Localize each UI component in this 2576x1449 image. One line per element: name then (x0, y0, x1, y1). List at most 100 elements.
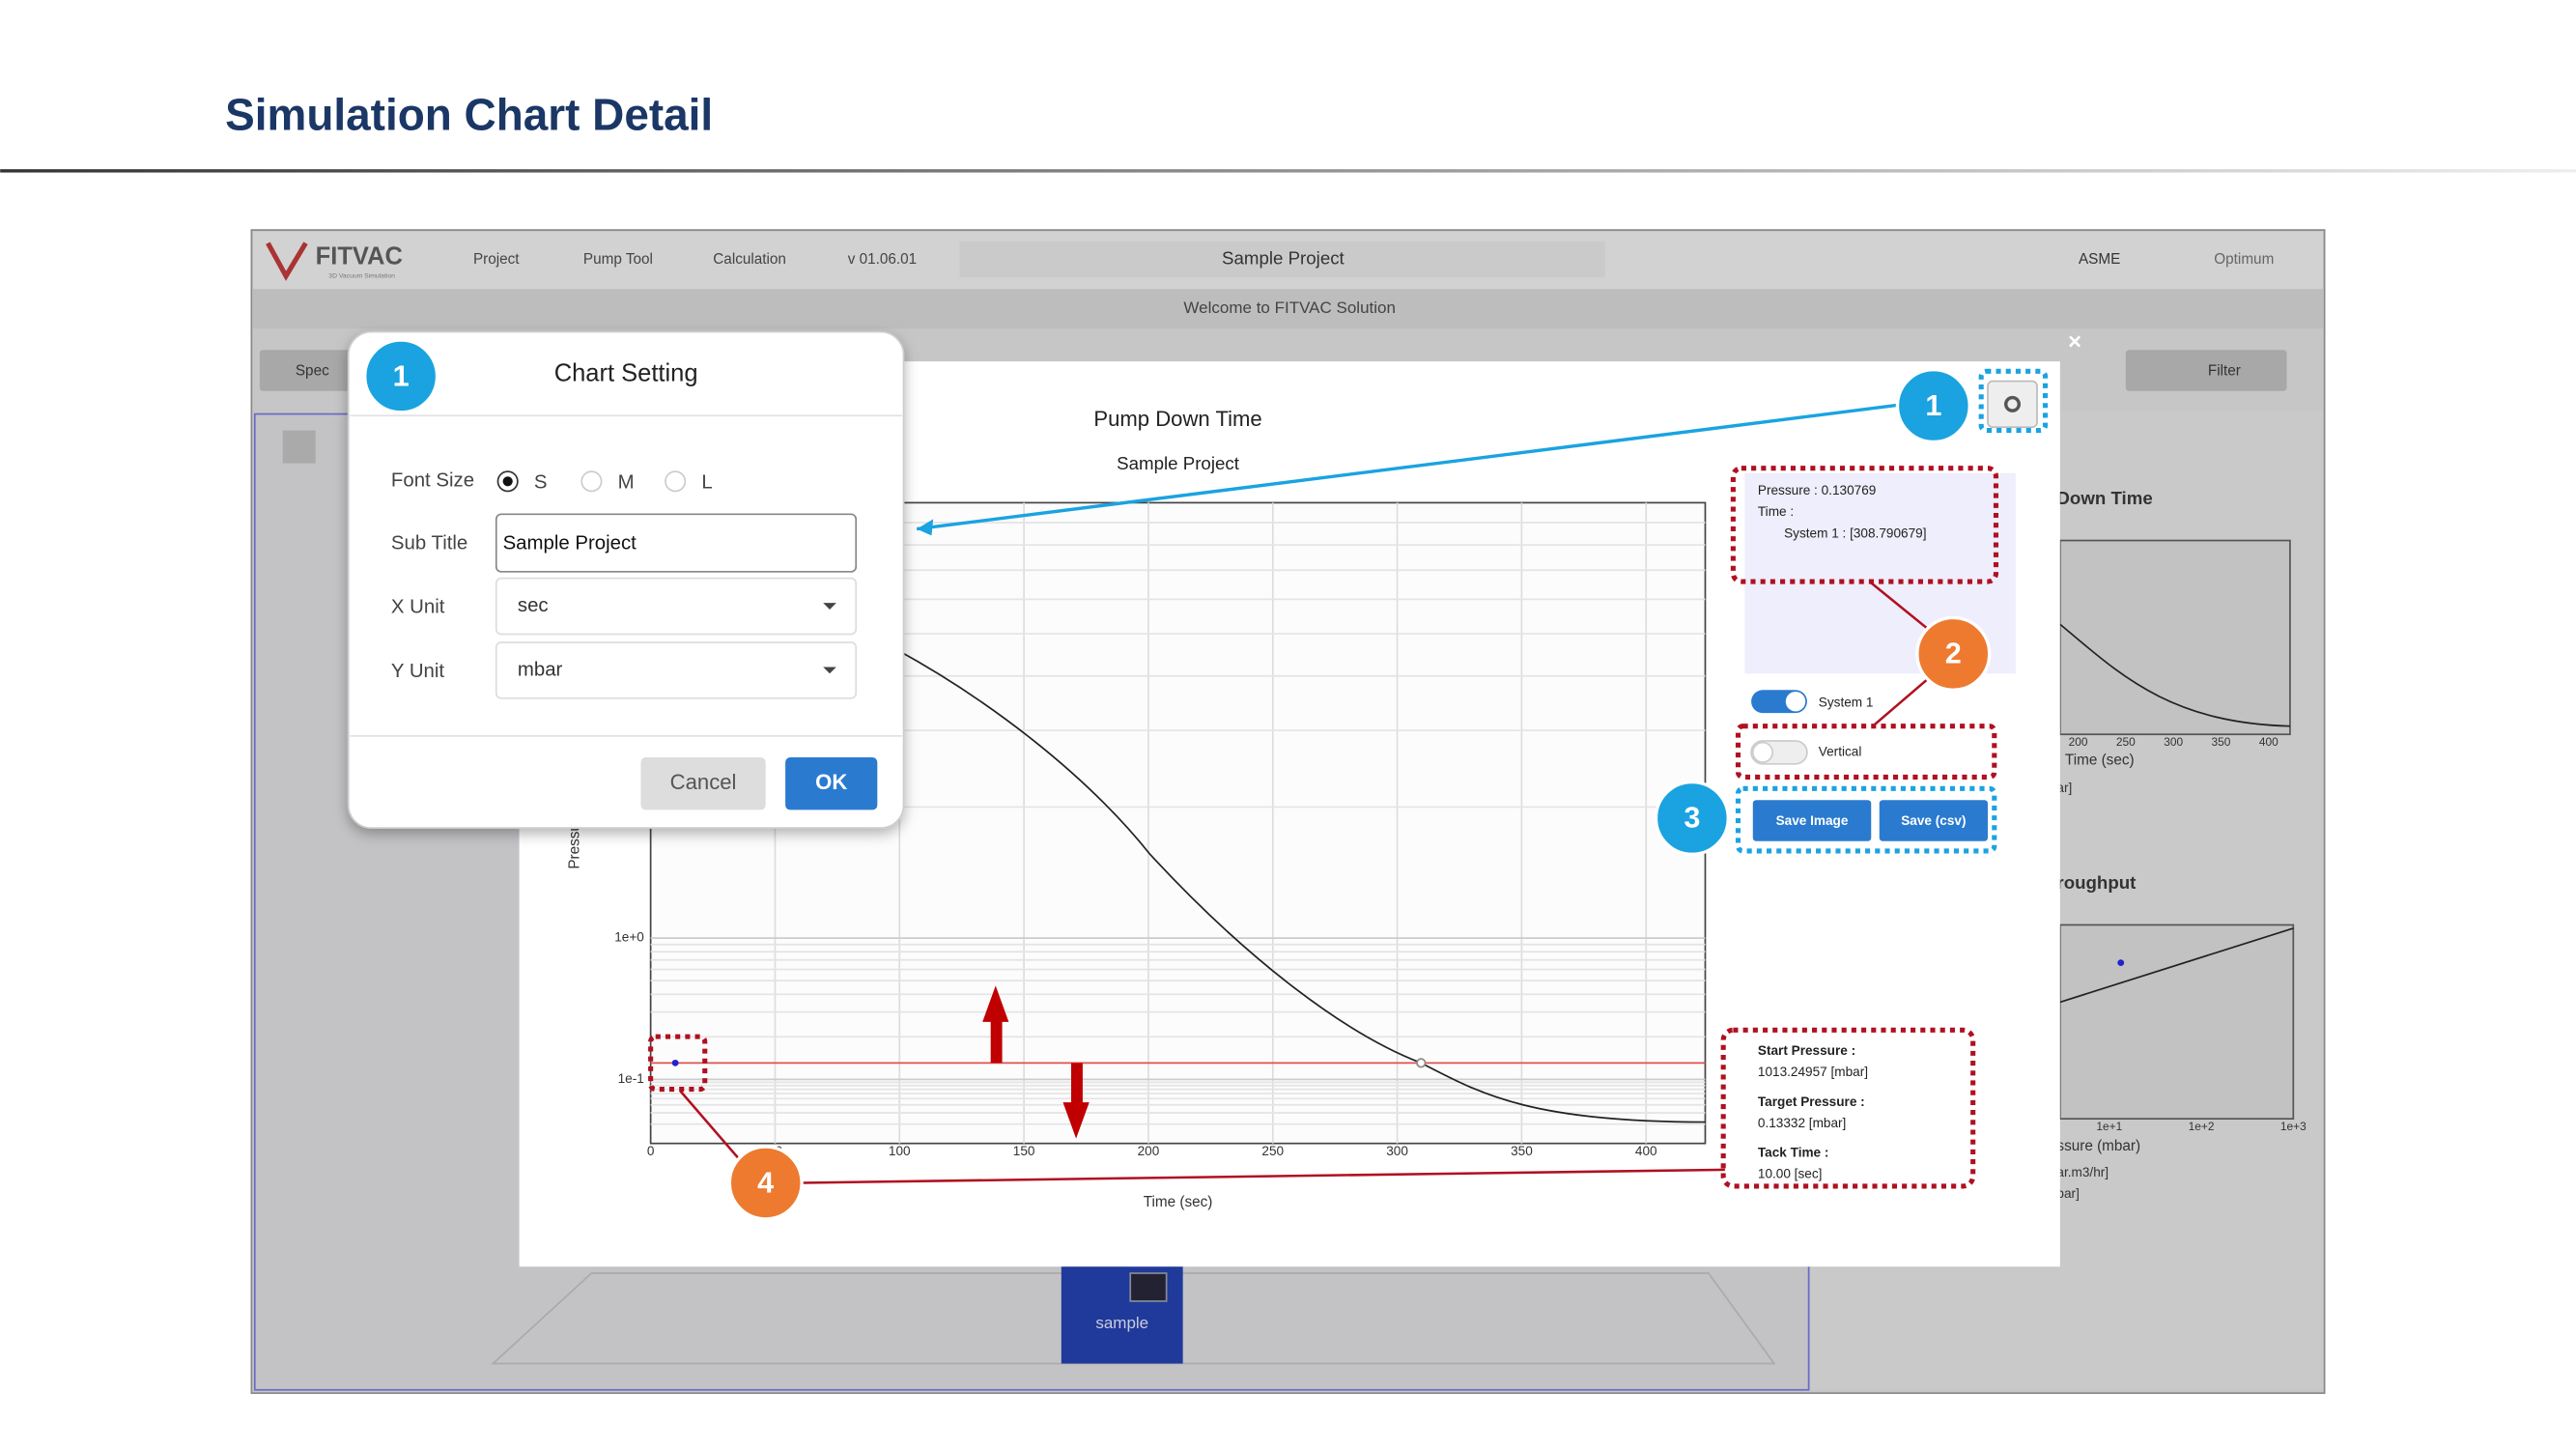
welcome-bar (253, 289, 2323, 329)
side-tick: 400 (2259, 735, 2279, 749)
close-icon[interactable]: × (2068, 329, 2081, 355)
field-label: X Unit (391, 597, 445, 618)
side-note-1: ar] (2056, 781, 2072, 795)
menu[interactable]: Calculation (713, 251, 786, 268)
pointer (679, 1090, 744, 1164)
side-line-2 (2059, 927, 2294, 1004)
callout-badge (363, 338, 439, 414)
project-field (959, 242, 1605, 278)
x-unit-select[interactable] (495, 577, 858, 636)
version: v 01.06.01 (848, 251, 917, 268)
radio-label: L (701, 471, 712, 493)
model-label: sample (1095, 1314, 1148, 1332)
radio[interactable] (665, 470, 687, 493)
x-tick-label: 300 (1386, 1144, 1408, 1158)
down-arrow (1062, 1063, 1090, 1139)
highlight (1735, 785, 1997, 854)
side-tick: 300 (2164, 735, 2183, 749)
y-tick-label: 1e+0 (614, 930, 644, 945)
menu[interactable]: Pump Tool (583, 251, 653, 268)
menu[interactable]: Project (473, 251, 520, 268)
toggle-label: Vertical (1819, 745, 1862, 759)
chart-title: Pump Down Time (1093, 407, 1261, 431)
home-button[interactable] (282, 430, 316, 464)
callout-number: 1 (393, 359, 410, 392)
spec-button[interactable] (259, 350, 353, 391)
radio[interactable] (580, 470, 603, 493)
pointer (916, 402, 1907, 531)
save-csv-button[interactable] (1879, 800, 1988, 841)
ok-button[interactable] (785, 757, 878, 810)
x-tick-label: 400 (1635, 1144, 1657, 1158)
y-axis-label: Pressu (566, 823, 582, 869)
button-label: Save (csv) (1901, 813, 1966, 828)
page-title: Simulation Chart Detail (225, 90, 713, 140)
highlight (1735, 724, 1997, 780)
callout-number: 2 (1945, 638, 1962, 670)
model-screen (1129, 1272, 1168, 1302)
side-tick: 200 (2069, 735, 2088, 749)
button-label: OK (815, 770, 847, 794)
callout-badge (727, 1145, 804, 1221)
title-rule (0, 169, 2576, 173)
side-curve-1 (2059, 623, 2290, 727)
settings-button[interactable] (1987, 380, 2038, 429)
logo: FITVAC (316, 243, 403, 270)
floor-grid (491, 1272, 1776, 1365)
save-image-button[interactable] (1752, 800, 1872, 841)
y-tick-label: 1e-1 (618, 1071, 644, 1086)
cross-point (1416, 1058, 1427, 1068)
welcome: Welcome to FITVAC Solution (1183, 298, 1396, 317)
pointer (1868, 581, 1932, 633)
field-label: Y Unit (391, 661, 444, 682)
toggle-knob (1785, 691, 1806, 712)
caret (823, 667, 836, 674)
logo-mark (266, 242, 308, 281)
radio-label: M (618, 471, 635, 493)
pointer (1872, 675, 1932, 727)
spec-label: Spec (296, 362, 329, 379)
tooltip-pressure: Pressure : 0.130769 (1758, 483, 1876, 497)
callout-number: 4 (757, 1166, 774, 1199)
standard: ASME (2079, 251, 2120, 268)
callout-number: 1 (1925, 389, 1941, 422)
highlight (648, 1034, 708, 1093)
filter-button[interactable] (2125, 350, 2287, 391)
info-value: 10.00 [sec] (1758, 1167, 1823, 1181)
side-chart-1 (2058, 539, 2291, 736)
x-tick-label: 350 (1511, 1144, 1533, 1158)
side-tick: 1e+3 (2280, 1120, 2307, 1133)
side-title-1: Down Time (2056, 488, 2152, 508)
tooltip-time: Time : (1758, 504, 1794, 519)
side-point (2117, 959, 2125, 966)
pointer-head (917, 519, 934, 536)
gear-icon (2003, 395, 2022, 412)
callout-badge (1915, 615, 1992, 692)
x-axis-label: Time (sec) (1144, 1194, 1213, 1210)
dialog-title: Chart Setting (554, 359, 698, 386)
tooltip-system: System 1 : [308.790679] (1784, 526, 1926, 540)
callout-number: 3 (1684, 802, 1700, 835)
side-xlabel-1: Time (sec) (2065, 752, 2135, 768)
pointer (802, 1168, 1725, 1184)
start-point (671, 1059, 679, 1066)
filter-label: Filter (2208, 362, 2241, 379)
x-tick-label: 0 (647, 1144, 655, 1158)
project-name: Sample Project (1222, 248, 1345, 269)
x-tick-label: 150 (1013, 1144, 1035, 1158)
subtitle-input[interactable] (495, 513, 858, 573)
button-label: Save Image (1776, 813, 1849, 828)
x-tick-label: 100 (889, 1144, 911, 1158)
side-xlabel-2: ssure (mbar) (2056, 1138, 2140, 1154)
toggle-label: System 1 (1819, 695, 1874, 709)
y-unit-select[interactable] (495, 641, 858, 699)
info-label: Tack Time : (1758, 1145, 1829, 1159)
input-value: Sample Project (503, 532, 637, 554)
tagline: 3D Vacuum Simulation (328, 273, 395, 280)
select-value: sec (518, 595, 549, 616)
toggle-knob (1751, 741, 1774, 763)
cancel-button[interactable] (640, 757, 766, 810)
field-label: Sub Title (391, 532, 467, 554)
info-label: Start Pressure : (1758, 1043, 1855, 1058)
